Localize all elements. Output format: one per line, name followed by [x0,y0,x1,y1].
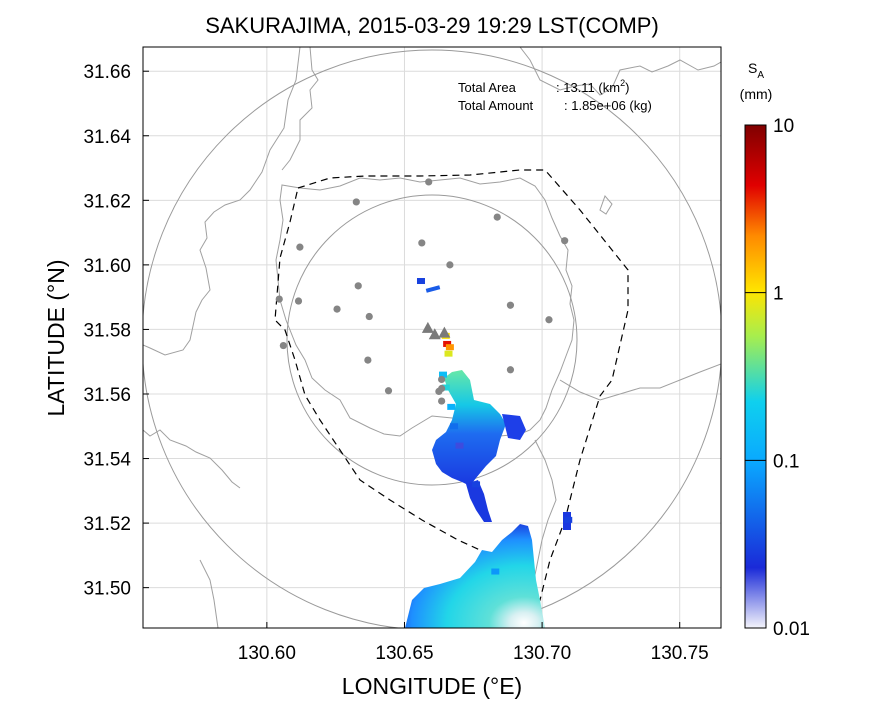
coastline-map [143,47,721,628]
station-marker [425,178,433,186]
colorbar-label-sub: A [757,70,764,81]
range-ring-inner [286,194,578,486]
deposit-cell [444,350,453,357]
station-marker [446,261,454,269]
x-axis-label: LONGITUDE (°E) [342,673,522,699]
stations [275,178,569,405]
station-marker [365,312,373,321]
deposit-cell [416,278,425,285]
total-area-number: : 13.11 (km [556,80,620,95]
y-axis-label: LATITUDE (°N) [43,260,69,417]
station-marker [561,237,569,245]
colorbar-ticks: 10 1 0.1 0.01 [745,116,810,640]
deposit-cell [439,371,448,378]
total-area-label: Total Area [458,80,517,95]
total-area-close: ) [625,80,629,95]
chart-title: SAKURAJIMA, 2015-03-29 19:29 LST(COMP) [205,13,659,38]
deposit-cell [491,568,500,575]
total-area-value: : 13.11 (km2) [556,78,629,95]
colorbar-unit: (mm) [740,86,773,102]
y-tick-label: 31.58 [83,320,131,341]
deposit-cell [455,442,464,449]
colorbar: SA (mm) 10 1 0.1 0.01 [740,60,810,640]
total-amount-label: Total Amount [458,98,534,113]
station-marker [506,301,515,309]
deposit-cell [472,481,481,488]
x-ticks: 130.60 130.65 130.70 130.75 [238,622,709,664]
y-ticks: 31.50 31.52 31.54 31.56 31.58 31.60 31.62 31.64… [83,62,149,600]
x-tick-label: 130.60 [238,643,296,664]
plume-east [502,414,526,440]
station-marker [275,295,283,303]
totals-annotation: Total Area : 13.11 (km2) Total Amount : … [458,78,652,113]
vent-marker [428,328,441,340]
colorbar-tick-label: 0.01 [773,619,810,640]
colorbar-tick-label: 0.1 [773,451,799,472]
deposit-cell [445,344,454,351]
colorbar-label: SA [748,60,764,81]
station-marker [418,239,426,247]
plume-fan-south [405,524,545,628]
station-marker [384,387,393,395]
y-tick-label: 31.56 [83,385,131,406]
station-marker [493,213,501,221]
colorbar-label-s: S [748,60,757,76]
x-tick-label: 130.75 [651,643,709,664]
y-tick-label: 31.60 [83,256,131,277]
station-marker [435,387,443,396]
station-marker [506,366,515,374]
colorbar-tick-label: 1 [773,284,784,305]
deposit-cell [564,516,573,523]
station-marker [438,397,446,405]
y-tick-label: 31.62 [83,191,131,212]
vent-marker [421,321,434,333]
total-area-sup: 2 [620,78,625,88]
deposit-cell [443,340,452,347]
plume-tail [466,480,492,522]
colorbar-ramp [744,124,767,629]
station-marker [279,341,287,350]
vents [421,321,451,340]
station-marker [296,243,304,251]
y-tick-label: 31.66 [83,62,131,83]
station-marker [438,375,446,384]
plot-border [142,46,722,629]
y-tick-label: 31.54 [83,450,131,471]
deposit-cell [450,423,459,430]
deposit-cell [441,384,450,391]
station-marker [294,297,303,305]
colorbar-tick-label: 10 [773,116,794,137]
station-marker [354,282,362,290]
station-marker [364,356,372,364]
x-tick-label: 130.70 [513,643,571,664]
deposit-field [405,285,571,628]
y-tick-label: 31.64 [83,127,131,148]
plume-main [432,370,506,486]
total-amount-value: : 1.85e+06 (kg) [564,98,652,113]
station-marker [352,198,360,206]
plume-speck-upper [425,285,441,293]
station-marker [333,305,341,313]
range-ring-outer [143,49,721,628]
station-marker [545,316,553,324]
y-tick-label: 31.52 [83,514,131,535]
x-tick-label: 130.65 [375,643,433,664]
deposit-cell [447,403,456,410]
y-tick-label: 31.50 [83,579,131,600]
vent-marker [438,326,451,338]
